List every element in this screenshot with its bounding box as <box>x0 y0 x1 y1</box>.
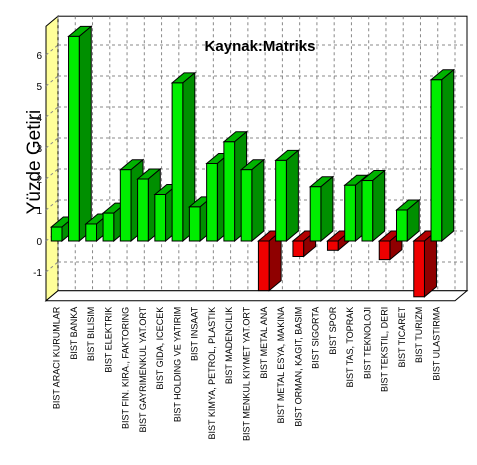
floor <box>44 290 469 302</box>
y-tick-label: 2 <box>36 175 42 186</box>
bar-front <box>223 141 236 242</box>
bar-front <box>361 180 374 242</box>
grid-line-depth <box>45 75 59 87</box>
bar <box>239 158 266 243</box>
y-axis-ticks: -1 0 1 2 3 4 5 6 <box>33 51 42 279</box>
x-tick-label: BIST HOLDING VE YATIRIM <box>172 307 182 422</box>
bar-front <box>430 79 443 242</box>
x-tick-label: BIST GAYRIMENKUL YAT.ORT <box>138 306 148 432</box>
bar-side <box>285 149 299 243</box>
bar <box>170 71 197 243</box>
bar-front <box>188 206 201 242</box>
y-tick-label: 5 <box>36 82 42 93</box>
x-tick-label: BIST GIDA, ICECEK <box>155 307 165 390</box>
grid-line-depth <box>45 106 59 118</box>
bar-front <box>137 178 149 242</box>
x-tick-label: BIST BILISIM <box>86 307 96 361</box>
bar-front <box>206 163 218 242</box>
bar <box>395 198 421 243</box>
x-tick-label: BIST TAS, TOPRAK <box>345 307 355 388</box>
x-tick-label: BIST MADENCILIK <box>224 307 234 384</box>
y-tick-label: 4 <box>36 113 42 124</box>
x-tick-label: BIST METAL ESYA, MAKINA <box>276 307 286 424</box>
x-tick-label: BIST INSAAT <box>190 306 200 361</box>
x-tick-label: BIST TEKSTIL, DERI <box>380 307 390 392</box>
bar-side <box>320 175 334 243</box>
bar-front <box>275 159 287 242</box>
x-tick-label: BIST ARACI KURUMLAR <box>52 306 62 409</box>
bar-side <box>251 158 265 243</box>
chart-title: Kaynak:Matriks <box>205 38 316 55</box>
bar-front <box>240 169 253 242</box>
x-tick-label: BIST METAL ANA <box>259 307 269 379</box>
side-wall <box>45 15 59 302</box>
bar-front <box>102 212 115 242</box>
bar-front <box>344 184 356 242</box>
y-tick-label: 0 <box>36 237 42 248</box>
y-tick-label: 1 <box>36 206 42 217</box>
grid-line-depth <box>45 137 59 149</box>
bar-side <box>78 25 92 243</box>
x-tick-label: BIST FIN. KIRA., FAKTORING <box>121 307 131 429</box>
bar <box>67 25 93 243</box>
bar-front <box>154 194 167 242</box>
bar-side <box>441 68 455 243</box>
x-tick-label: BIST SPOR <box>328 306 338 354</box>
bar-front <box>378 240 391 261</box>
x-tick-label: BIST MENKUL KIYMET YAT.ORT <box>242 306 252 441</box>
bar-front <box>413 240 425 298</box>
y-axis-label: Yüzde Getiri <box>24 110 45 215</box>
bar-front <box>85 223 98 242</box>
x-tick-label: BIST ULASTIRMA <box>431 307 441 381</box>
bar-front <box>292 240 305 257</box>
bar-front <box>171 82 184 242</box>
bars <box>49 25 456 298</box>
x-tick-label: BIST ORMAN, KAGIT, BASIM <box>293 307 303 427</box>
bar-front <box>309 186 322 242</box>
grid-line-depth <box>45 168 59 180</box>
bar <box>308 175 335 243</box>
y-tick-label: -1 <box>33 268 42 279</box>
x-tick-label: BIST KIMYA, PETROL, PLASTIK <box>207 307 217 440</box>
bar-front <box>326 240 339 251</box>
grid-line-depth <box>45 44 59 56</box>
bar-front <box>395 209 408 242</box>
x-tick-label: BIST TEKNOLOJI <box>362 307 372 379</box>
chart-walls <box>44 15 469 302</box>
bar-side <box>372 169 386 243</box>
x-tick-label: BIST TICARET <box>397 306 407 367</box>
bar <box>429 68 456 243</box>
x-axis-labels: BIST ARACI KURUMLAR BIST BANKA BIST BILISI… <box>52 306 442 441</box>
grid-line-depth <box>45 199 59 211</box>
bar-front <box>257 240 270 292</box>
bar-front <box>119 169 132 242</box>
bar-front <box>68 35 80 242</box>
x-tick-label: BIST TURIZM <box>414 307 424 363</box>
x-tick-label: BIST ELEKTRIK <box>103 307 113 373</box>
y-tick-label: 3 <box>36 144 42 155</box>
x-tick-label: BIST BANKA <box>69 307 79 360</box>
y-tick-label: 6 <box>36 51 42 62</box>
grid-line-depth <box>45 261 59 273</box>
bar <box>360 169 387 243</box>
x-tick-label: BIST SIGORTA <box>311 307 321 369</box>
bar <box>274 149 300 243</box>
bar-front <box>50 226 63 242</box>
